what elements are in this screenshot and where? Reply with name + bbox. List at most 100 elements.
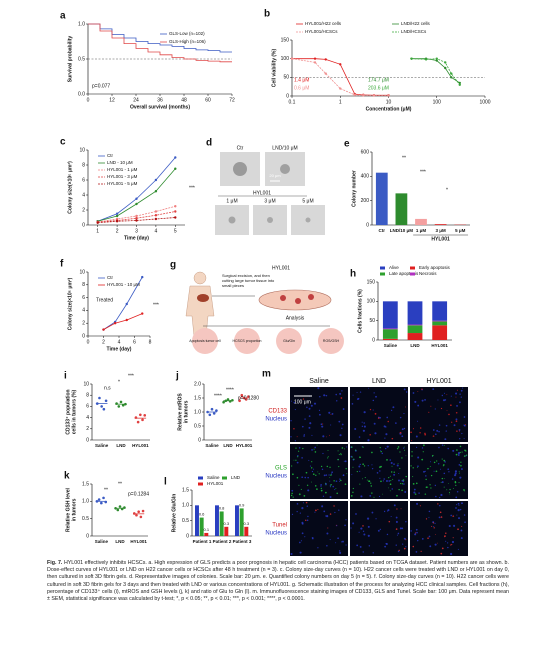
stain	[301, 457, 303, 459]
stain	[317, 471, 319, 473]
stain	[323, 474, 326, 477]
stain	[398, 549, 400, 552]
stain	[314, 485, 317, 487]
point	[339, 63, 342, 66]
stain	[383, 425, 386, 428]
stain	[434, 408, 436, 410]
stain	[325, 482, 327, 484]
bar	[195, 505, 199, 536]
stain	[424, 433, 427, 436]
stain	[450, 404, 452, 407]
point	[154, 217, 158, 221]
stain	[330, 486, 332, 488]
stain	[411, 451, 413, 453]
stain	[329, 513, 332, 515]
legend-label: HYL001	[207, 481, 224, 486]
stain	[463, 416, 466, 418]
stain	[392, 478, 394, 480]
stain	[310, 404, 313, 407]
stain	[327, 449, 329, 451]
column-label: HYL001	[426, 378, 451, 385]
image-label: 3 μM	[264, 198, 275, 204]
annotation: *	[118, 379, 120, 385]
panel-label: e	[344, 139, 350, 150]
stain	[456, 389, 458, 391]
stain	[346, 473, 348, 475]
stain	[438, 430, 440, 433]
tissue	[308, 294, 314, 300]
stain	[421, 399, 424, 402]
stain	[397, 532, 400, 535]
stain	[459, 438, 461, 440]
stain	[293, 459, 295, 461]
y-tick-label: 600	[361, 149, 370, 155]
stain	[429, 545, 432, 548]
stain	[460, 389, 463, 392]
stain	[317, 547, 319, 549]
stain	[386, 533, 389, 536]
stain	[441, 481, 444, 484]
y-tick-label: 1.5	[82, 481, 89, 487]
stain	[447, 482, 449, 484]
colony	[233, 162, 247, 176]
stain	[383, 510, 386, 513]
stain	[459, 393, 461, 395]
stain	[443, 445, 445, 447]
y-tick-label: 0.5	[82, 516, 89, 522]
panel-label: g	[170, 260, 176, 271]
stain	[311, 434, 313, 436]
stain	[323, 510, 326, 513]
stain	[355, 513, 357, 515]
y-tick-label: 2	[82, 321, 85, 327]
bar	[434, 224, 447, 225]
point	[174, 216, 177, 219]
stain	[461, 525, 463, 527]
stain	[356, 470, 358, 473]
stain	[399, 416, 402, 419]
stain	[335, 393, 338, 396]
stain	[405, 406, 407, 408]
stain	[329, 434, 330, 436]
stain	[309, 465, 312, 467]
legend-label: Early apoptosis	[419, 265, 451, 270]
point	[136, 420, 140, 424]
annotation: Treated	[96, 297, 113, 303]
y-tick-label: 1.0	[182, 503, 189, 509]
y-tick-label: 0.5	[194, 423, 201, 429]
stain	[329, 539, 331, 541]
stain	[297, 456, 299, 458]
series-line	[97, 217, 176, 224]
stain	[356, 544, 359, 547]
stain	[428, 411, 430, 413]
stain	[291, 489, 294, 492]
stain	[448, 524, 451, 528]
stain	[415, 482, 418, 485]
stain	[455, 484, 457, 486]
stain	[450, 395, 452, 397]
annotation: p=0.077	[92, 83, 110, 89]
y-tick-label: 0.0	[78, 91, 85, 97]
stain	[301, 532, 304, 535]
stain	[315, 509, 317, 512]
stain	[405, 391, 408, 393]
stain	[440, 481, 442, 483]
stain	[371, 464, 373, 466]
point	[139, 413, 142, 417]
stain	[395, 516, 398, 519]
legend-label: GLS-Low (n=102)	[169, 31, 205, 36]
point	[238, 399, 241, 403]
stain	[441, 547, 444, 550]
stain	[305, 519, 307, 521]
readout-label: HCSCS proportion	[233, 339, 262, 343]
stain	[411, 440, 413, 442]
y-axis-label: Colony size(×10⁵ μm²)	[67, 277, 73, 330]
stain	[417, 404, 420, 407]
stain	[393, 463, 395, 465]
point	[424, 58, 428, 61]
stain	[458, 428, 461, 431]
annotation: ***	[128, 373, 134, 379]
point	[102, 496, 105, 500]
stain	[333, 480, 335, 482]
x-tick-label: Patient 1	[193, 539, 212, 544]
stain	[315, 474, 317, 477]
